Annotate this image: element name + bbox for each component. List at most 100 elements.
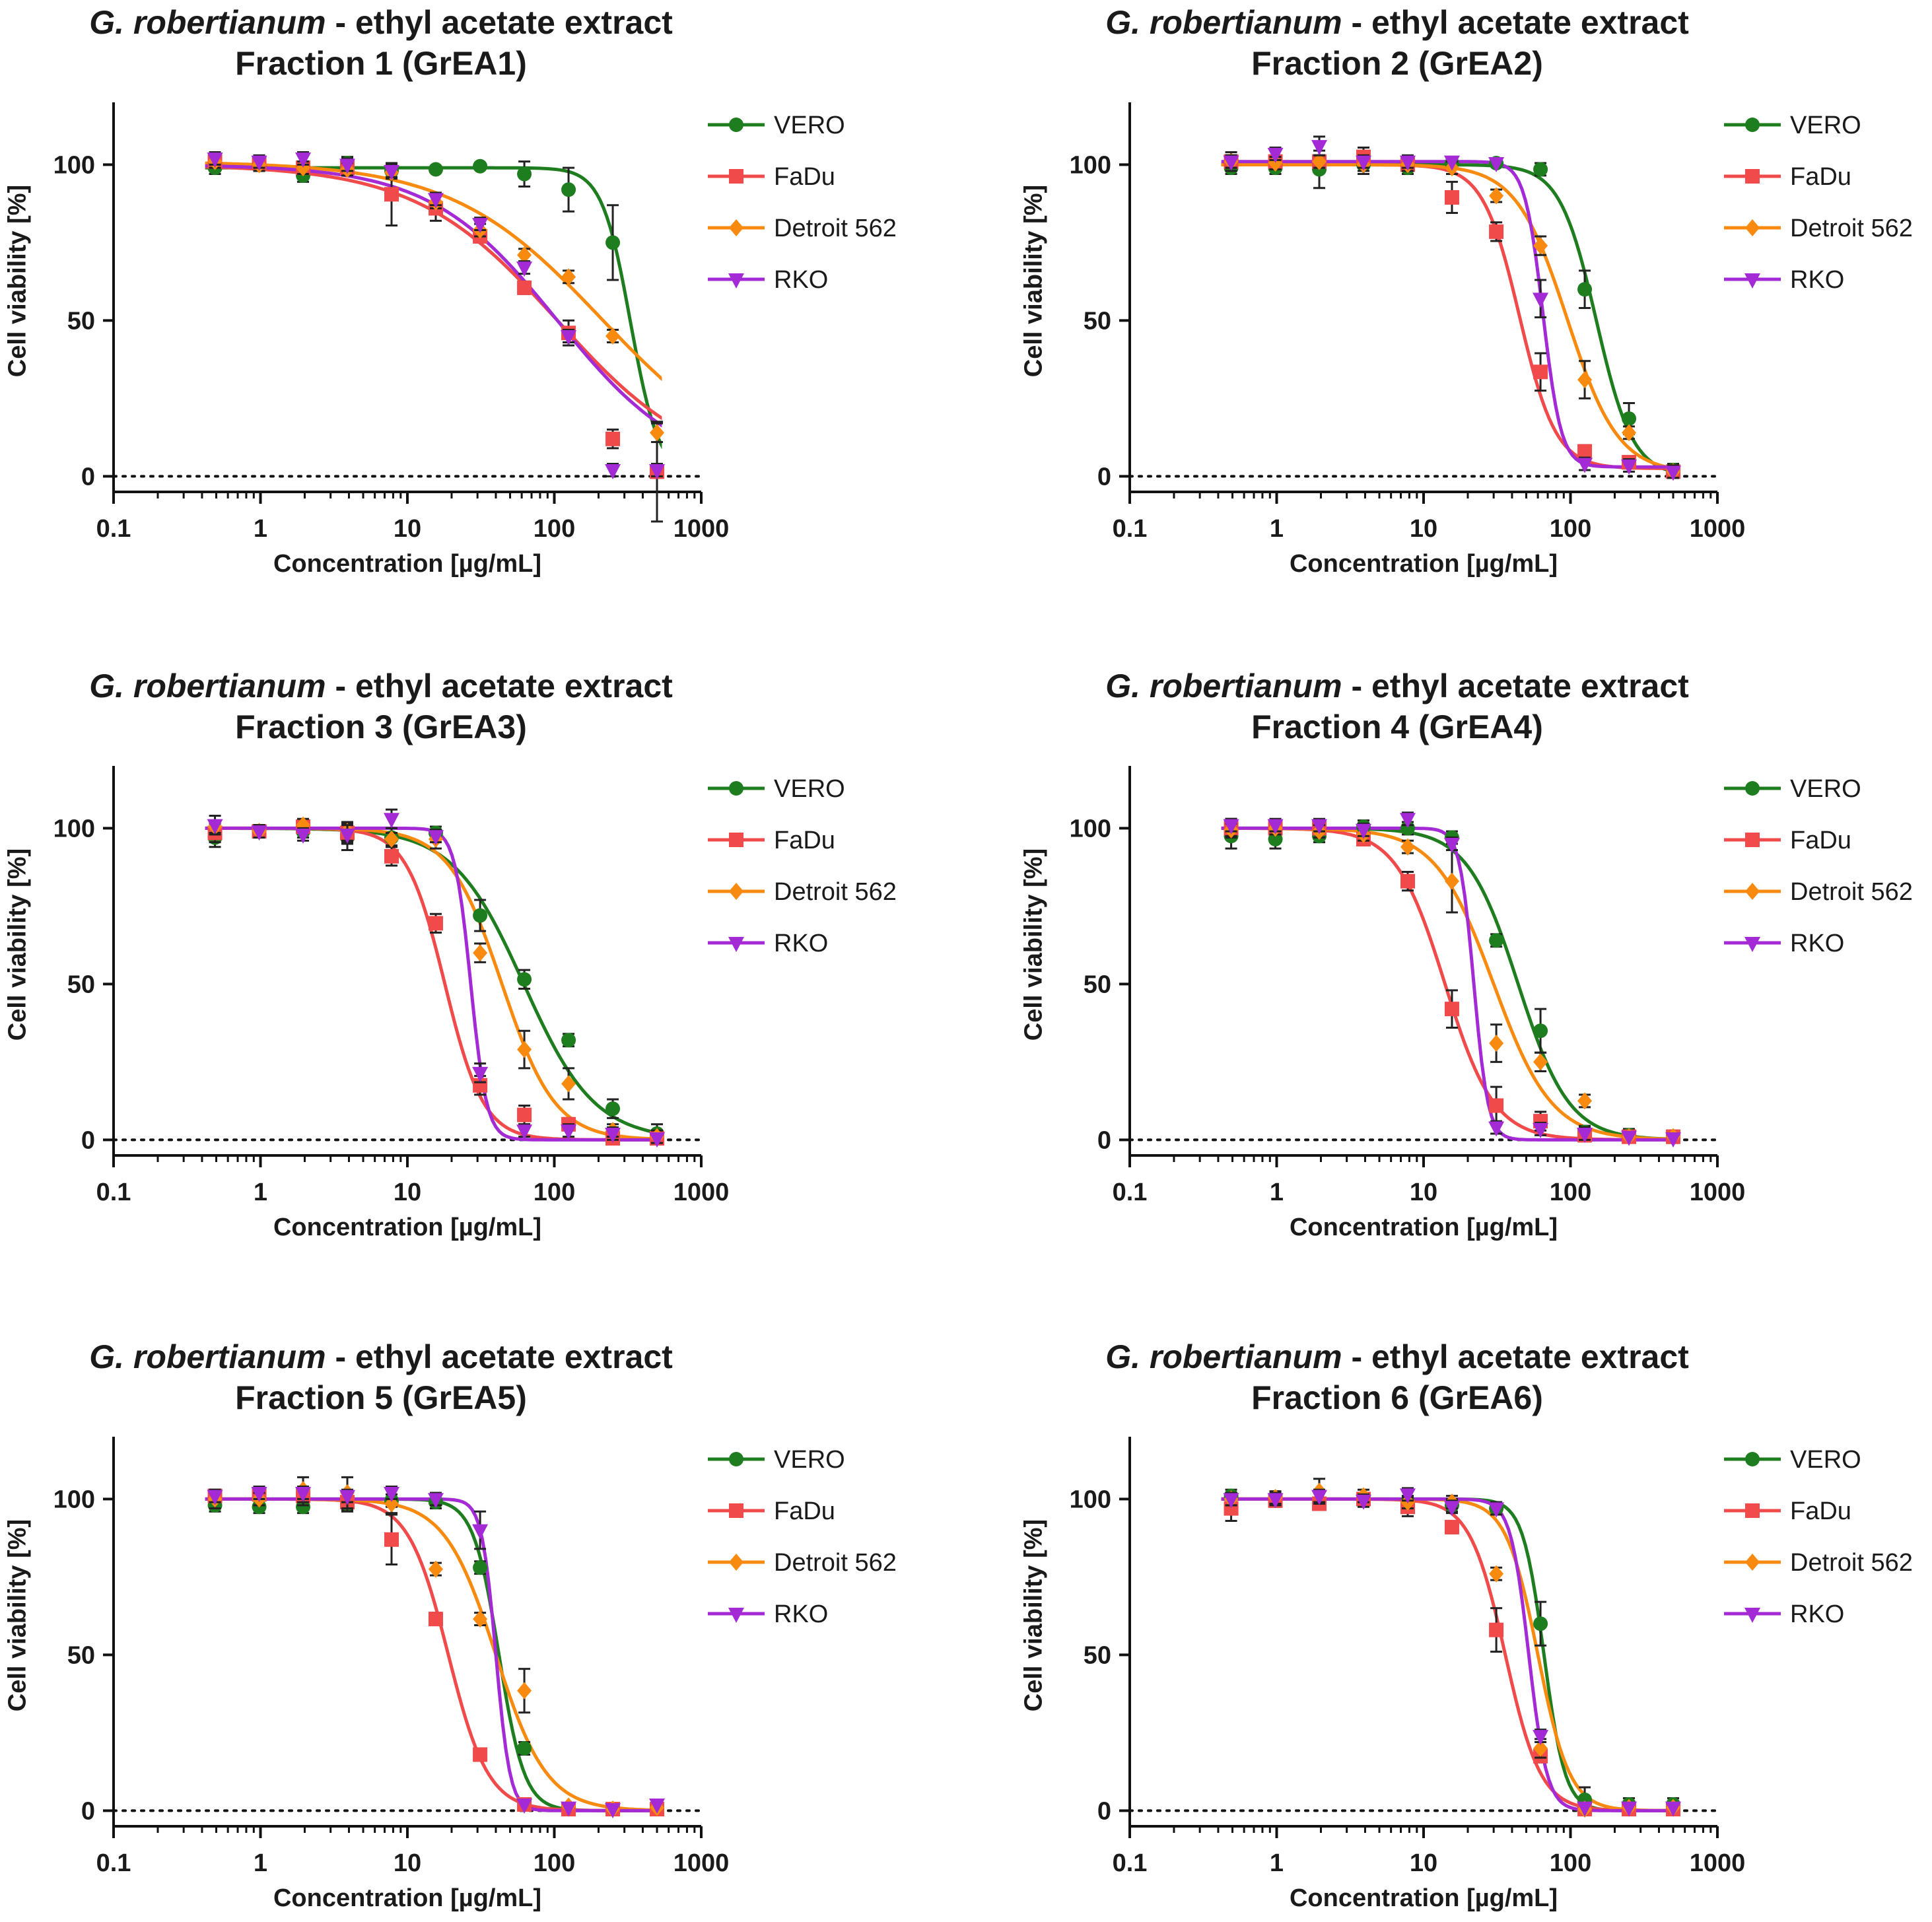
y-tick-label: 100 bbox=[53, 815, 95, 842]
y-tick-label: 0 bbox=[1097, 1126, 1111, 1154]
data-point-fadu bbox=[1444, 1002, 1459, 1017]
title-extract: - ethyl acetate extract bbox=[326, 1338, 673, 1375]
data-point-rko bbox=[561, 1801, 577, 1817]
legend-label-vero: VERO bbox=[1790, 775, 1861, 803]
y-axis-label-4: Cell viability [%] bbox=[1019, 848, 1048, 1041]
data-point-rko bbox=[295, 152, 312, 168]
chart-panel-3: 0 50 100 0.1 1 10 100 1000 VERO FaDu Detroit 562 RK… bbox=[53, 766, 897, 1206]
data-point-vero bbox=[1533, 1616, 1548, 1631]
data-point-detroit-562 bbox=[384, 830, 399, 848]
x-axis-label-1: Concentration [µg/mL] bbox=[273, 550, 542, 578]
data-point-rko bbox=[1577, 458, 1593, 473]
data-point-vero bbox=[605, 235, 621, 250]
legend-label-fadu: FaDu bbox=[1790, 163, 1851, 191]
data-point-rko bbox=[1399, 155, 1416, 171]
data-point-rko bbox=[295, 1486, 312, 1502]
data-point-rko bbox=[383, 1486, 399, 1502]
data-point-rko bbox=[207, 152, 223, 168]
data-point-vero bbox=[473, 908, 488, 923]
title-fraction: Fraction 5 (GrEA5) bbox=[235, 1379, 527, 1416]
data-point-rko bbox=[649, 1798, 666, 1814]
chart-title-5: G. robertianum - ethyl acetate extract Fr… bbox=[0, 1336, 777, 1418]
data-point-vero bbox=[605, 1101, 621, 1116]
data-point-fadu bbox=[1489, 224, 1504, 239]
data-point-vero bbox=[1622, 411, 1637, 427]
legend-marker bbox=[729, 169, 743, 184]
x-tick-label: 1 bbox=[254, 515, 267, 543]
data-point-detroit-562 bbox=[473, 944, 488, 962]
x-tick-label: 1000 bbox=[673, 515, 730, 543]
title-line-1: G. robertianum - ethyl acetate extract bbox=[1001, 666, 1793, 706]
x-tick-label: 100 bbox=[1550, 1179, 1591, 1206]
x-tick-label: 10 bbox=[394, 1849, 421, 1877]
fit-curve-detroit-562 bbox=[1221, 1497, 1678, 1812]
data-point-rko bbox=[383, 813, 399, 829]
x-tick-label: 1000 bbox=[673, 1849, 730, 1877]
data-point-rko bbox=[1267, 1493, 1284, 1509]
data-point-rko bbox=[516, 261, 533, 277]
title-species: G. robertianum bbox=[89, 4, 326, 41]
data-point-vero bbox=[561, 1033, 576, 1048]
data-point-rko bbox=[427, 1493, 444, 1509]
y-tick-label: 100 bbox=[1070, 1486, 1111, 1513]
data-point-rko bbox=[472, 1524, 489, 1540]
title-fraction: Fraction 6 (GrEA6) bbox=[1251, 1379, 1543, 1416]
title-extract: - ethyl acetate extract bbox=[1342, 4, 1689, 41]
legend-label-detroit-562: Detroit 562 bbox=[1790, 215, 1913, 242]
data-point-rko bbox=[427, 830, 444, 846]
data-point-rko bbox=[427, 193, 444, 209]
data-point-detroit-562 bbox=[1533, 1053, 1548, 1071]
x-axis-label-4: Concentration [µg/mL] bbox=[1289, 1214, 1558, 1241]
data-point-detroit-562 bbox=[1533, 1740, 1548, 1757]
data-point-fadu bbox=[428, 916, 443, 931]
data-point-rko bbox=[1311, 140, 1328, 156]
legend-marker bbox=[729, 1503, 743, 1518]
data-point-rko bbox=[339, 828, 356, 844]
x-axis-label-2: Concentration [µg/mL] bbox=[1289, 550, 1558, 578]
legend-label-detroit-562: Detroit 562 bbox=[774, 215, 897, 242]
legend-label-fadu: FaDu bbox=[774, 163, 835, 191]
fit-curve-vero bbox=[1221, 162, 1678, 475]
title-species: G. robertianum bbox=[1105, 4, 1342, 41]
x-tick-label: 1000 bbox=[1690, 1179, 1746, 1206]
axes-spines bbox=[112, 1437, 701, 1828]
data-point-rko bbox=[649, 1132, 666, 1148]
data-point-rko bbox=[1488, 1502, 1505, 1518]
x-tick-label: 1 bbox=[254, 1179, 267, 1206]
data-point-fadu bbox=[384, 848, 399, 864]
x-tick-label: 1000 bbox=[1690, 1849, 1746, 1877]
chart-title-3: G. robertianum - ethyl acetate extract Fr… bbox=[0, 666, 777, 747]
data-point-rko bbox=[561, 1124, 577, 1140]
chart-title-1: G. robertianum - ethyl acetate extract Fr… bbox=[0, 2, 777, 84]
legend-marker bbox=[729, 883, 743, 900]
legend-marker bbox=[729, 118, 743, 132]
data-point-fadu bbox=[384, 1532, 399, 1547]
data-point-detroit-562 bbox=[517, 1041, 532, 1058]
x-tick-label: 0.1 bbox=[1113, 1179, 1148, 1206]
data-point-detroit-562 bbox=[473, 1610, 488, 1628]
x-tick-label: 100 bbox=[1550, 1849, 1591, 1877]
data-point-detroit-562 bbox=[1533, 237, 1548, 255]
chart-panel-4: 0 50 100 0.1 1 10 100 1000 VERO FaDu Detroit 562 RK… bbox=[1070, 766, 1913, 1206]
data-point-rko bbox=[1356, 155, 1372, 171]
data-point-rko bbox=[1267, 147, 1284, 163]
legend-marker bbox=[728, 1608, 744, 1623]
data-point-rko bbox=[251, 1486, 267, 1502]
fit-curve-rko bbox=[1221, 1497, 1678, 1812]
y-axis-label-2: Cell viability [%] bbox=[1019, 185, 1048, 378]
data-point-rko bbox=[207, 819, 223, 835]
data-point-detroit-562 bbox=[428, 1560, 443, 1578]
data-point-rko bbox=[1399, 1488, 1416, 1504]
legend-marker bbox=[1744, 937, 1760, 952]
fit-curve-rko bbox=[205, 164, 662, 428]
x-tick-label: 100 bbox=[534, 1179, 575, 1206]
chart-panel-6: 0 50 100 0.1 1 10 100 1000 VERO FaDu Detroit 562 RK… bbox=[1070, 1437, 1913, 1877]
legend-label-rko: RKO bbox=[1790, 1600, 1844, 1628]
y-tick-label: 0 bbox=[1097, 1797, 1111, 1825]
y-tick-label: 50 bbox=[67, 307, 95, 335]
data-point-vero bbox=[1489, 933, 1504, 948]
data-point-rko bbox=[1399, 813, 1416, 829]
data-point-detroit-562 bbox=[1444, 872, 1459, 890]
title-line-1: G. robertianum - ethyl acetate extract bbox=[0, 2, 777, 43]
data-point-fadu bbox=[473, 1747, 488, 1762]
